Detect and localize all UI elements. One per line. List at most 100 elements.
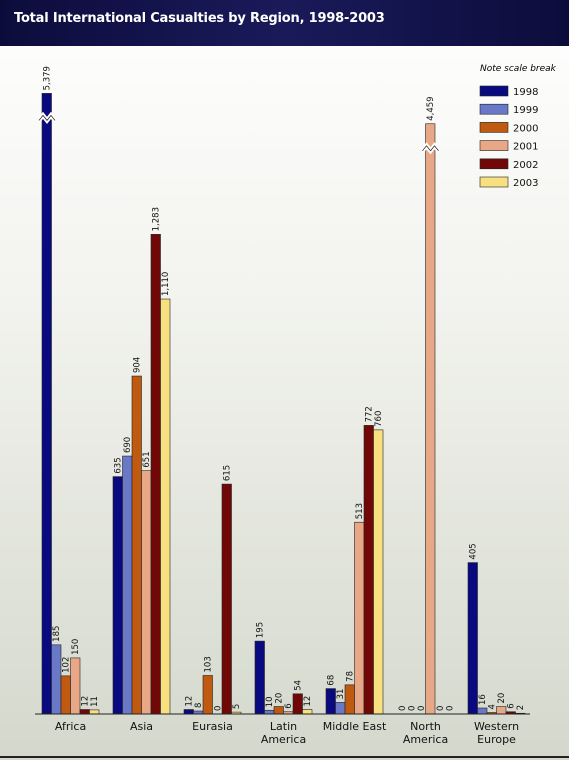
- value-label: 1,283: [152, 207, 162, 231]
- value-label: 405: [469, 543, 479, 559]
- legend-label: 2002: [513, 160, 538, 171]
- x-tick-label: Asia: [129, 720, 154, 733]
- legend-swatch: [479, 122, 509, 133]
- x-tick-label: Western Europe: [473, 720, 520, 746]
- footer-line: [0, 756, 569, 758]
- legend-label: 2000: [513, 123, 538, 134]
- bar: [477, 707, 488, 715]
- bar: [325, 688, 336, 715]
- value-label: 6: [284, 703, 294, 708]
- value-label: 760: [374, 411, 384, 427]
- value-label: 772: [365, 406, 375, 422]
- bar: [89, 709, 100, 715]
- x-tick-label: Middle East: [322, 720, 387, 733]
- value-label: 20: [275, 693, 285, 704]
- value-label: 6: [507, 703, 517, 708]
- value-label: 185: [52, 626, 62, 642]
- value-label: 0: [417, 706, 427, 711]
- bar: [425, 123, 436, 715]
- value-label: 615: [223, 465, 233, 481]
- bar: [51, 644, 62, 715]
- value-label: 102: [62, 657, 72, 673]
- x-tick-label: Africa: [54, 720, 87, 733]
- value-label: 5: [232, 704, 242, 709]
- bar: [150, 234, 161, 715]
- bar: [202, 675, 213, 715]
- bar: [496, 706, 507, 715]
- x-tick-label: North America: [402, 720, 449, 746]
- bar: [112, 476, 123, 715]
- legend-swatch: [479, 158, 509, 170]
- legend-swatch: [479, 103, 509, 115]
- value-label: 103: [204, 656, 214, 672]
- legend-label: 1998: [513, 87, 538, 98]
- legend-label: 2001: [513, 142, 538, 153]
- value-label: 78: [346, 671, 356, 682]
- bar: [373, 429, 384, 715]
- value-label: 31: [336, 689, 346, 700]
- value-label: 635: [114, 457, 124, 473]
- value-label: 0: [398, 706, 408, 711]
- legend-label: 1999: [513, 105, 538, 116]
- value-label: 68: [327, 675, 337, 686]
- value-label: 690: [123, 437, 133, 453]
- value-label: 1,110: [161, 272, 171, 296]
- x-tick-label: Latin America: [260, 720, 307, 746]
- bar: [302, 709, 313, 715]
- value-label: 150: [71, 639, 81, 655]
- legend-swatch: [479, 176, 509, 188]
- scale-break-outline: [38, 114, 56, 121]
- value-label: 10: [265, 696, 275, 707]
- value-label: 4: [488, 704, 498, 709]
- header: [0, 0, 569, 46]
- value-label: 513: [355, 503, 365, 519]
- bar: [60, 675, 71, 715]
- value-label: 2: [516, 705, 526, 710]
- value-label: 12: [185, 696, 195, 707]
- bar: [70, 657, 81, 715]
- bar: [467, 562, 478, 715]
- value-label: 12: [81, 696, 91, 707]
- bar: [141, 470, 152, 715]
- value-label: 12: [303, 696, 313, 707]
- value-label: 8: [194, 703, 204, 708]
- bar: [292, 693, 303, 715]
- bar: [363, 425, 374, 715]
- scale-break: [38, 111, 56, 124]
- value-label: 4,459: [426, 96, 436, 120]
- bar: [131, 375, 142, 715]
- bar: [264, 709, 275, 715]
- value-label: 0: [436, 706, 446, 711]
- bar: [344, 684, 355, 715]
- value-label: 904: [133, 357, 143, 373]
- scale-break: [421, 142, 440, 155]
- legend-swatch: [479, 85, 509, 97]
- bar: [254, 640, 265, 715]
- value-label: 651: [142, 451, 152, 467]
- bar: [41, 93, 52, 715]
- value-label: 20: [497, 693, 507, 704]
- value-label: 16: [478, 694, 488, 705]
- value-label: 0: [213, 706, 223, 711]
- note: Note scale break: [480, 64, 557, 74]
- value-label: 0: [445, 706, 455, 711]
- x-tick-label: Eurasia: [192, 720, 233, 733]
- value-label: 54: [294, 680, 304, 691]
- bar: [335, 702, 346, 715]
- bar: [79, 709, 90, 715]
- value-label: 5,379: [43, 66, 53, 90]
- legend-label: 2003: [513, 178, 538, 189]
- bar: [183, 709, 194, 715]
- value-label: 0: [407, 706, 417, 711]
- scale-break-outline: [422, 145, 439, 152]
- bar: [160, 298, 171, 715]
- value-label: 195: [256, 622, 266, 638]
- value-label: 11: [90, 696, 100, 707]
- legend-swatch: [479, 140, 509, 151]
- bar: [122, 455, 133, 715]
- bar: [273, 706, 284, 715]
- bar: [221, 483, 232, 715]
- chart-title: Total International Casualties by Region…: [14, 11, 385, 26]
